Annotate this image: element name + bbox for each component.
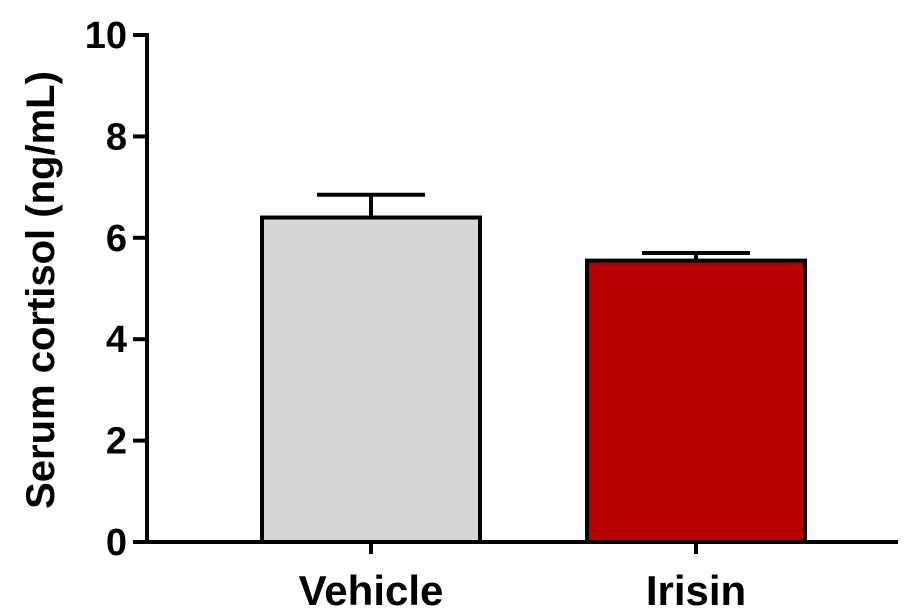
y-tick-label-8: 8 xyxy=(106,116,127,158)
bar-vehicle xyxy=(260,215,482,545)
y-axis-title: Serum cortisol (ng/mL) xyxy=(19,71,63,509)
y-tick-label-4: 4 xyxy=(106,319,127,361)
chart-marks xyxy=(260,192,807,545)
y-tick-label-6: 6 xyxy=(106,218,127,260)
y-tick-label-0: 0 xyxy=(106,522,127,564)
bar-irisin xyxy=(585,258,807,544)
x-tick-label-irisin: Irisin xyxy=(646,567,746,610)
y-tick-label-10: 10 xyxy=(85,15,127,57)
y-tick-label-2: 2 xyxy=(106,421,127,463)
chart-axes: Vehicle Irisin 0 2 4 6 8 10 xyxy=(85,15,898,610)
x-tick-label-vehicle: Vehicle xyxy=(299,567,444,610)
y-axis-title-group: Serum cortisol (ng/mL) xyxy=(19,71,63,509)
